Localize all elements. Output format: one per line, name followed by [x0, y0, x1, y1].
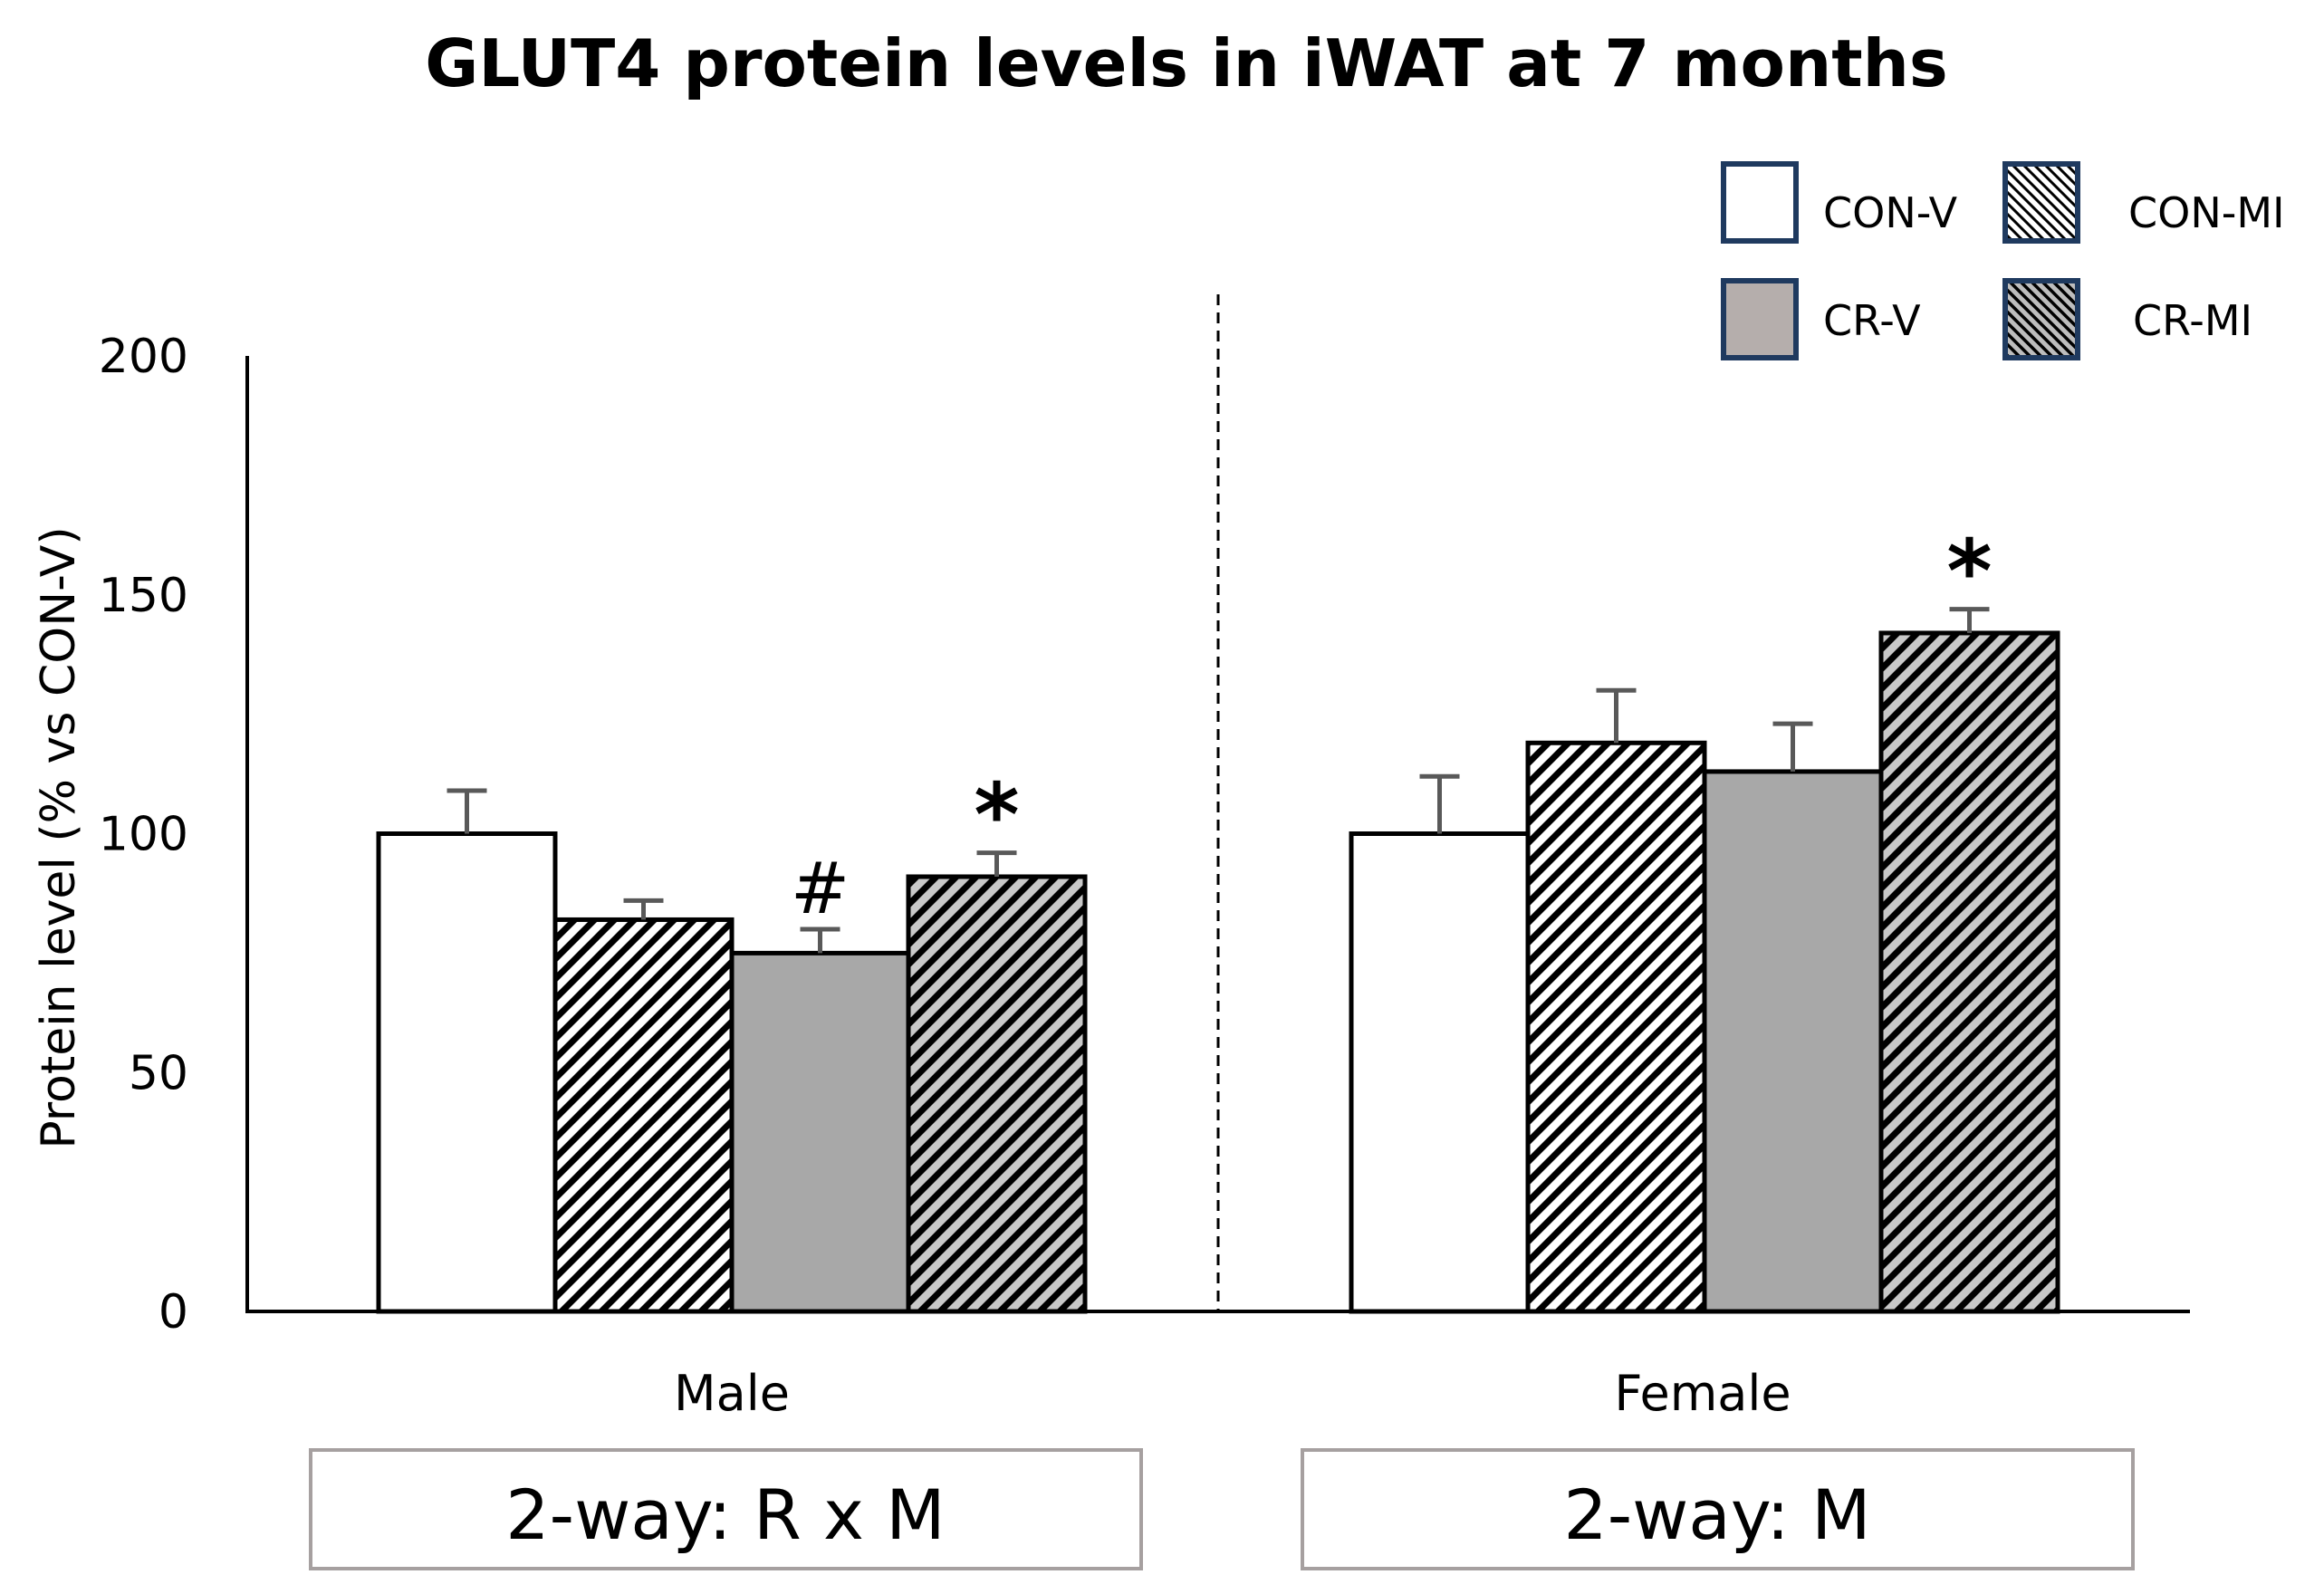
y-tick-label-200: 200: [99, 330, 188, 384]
bar-female-cr-v: [1702, 769, 1884, 1314]
legend-label-con-v: CON-V: [1823, 188, 1958, 237]
group-box-female: [1301, 1448, 2135, 1570]
legend-label-cr-mi: CR-MI: [2133, 296, 2252, 345]
legend-label-con-mi: CON-MI: [2128, 188, 2285, 237]
bar-female-con-v: [1349, 831, 1531, 1314]
annotation-star-female-cr-mi: *: [1946, 522, 1992, 623]
y-tick-label-50: 50: [129, 1046, 188, 1100]
annotations: # * *: [791, 522, 1993, 930]
legend-swatch-cr-mi: [2002, 278, 2080, 360]
group-box-male: [309, 1448, 1143, 1570]
y-tick-label-150: 150: [99, 569, 188, 623]
bar-male-con-mi: [552, 917, 735, 1314]
category-label-male: Male: [674, 1365, 790, 1422]
bar-male-cr-v: [729, 950, 911, 1314]
annotation-star-male-cr-mi: *: [974, 765, 1019, 867]
chart-title: GLUT4 protein levels in iWAT at 7 months: [425, 25, 1948, 101]
legend: CON-V CON-MI CR-V CR-MI: [1721, 161, 2285, 360]
bar-female-cr-mi: [1878, 630, 2060, 1314]
annotation-hash-male-cr-v: #: [791, 849, 850, 930]
bar-female-con-mi: [1525, 740, 1707, 1314]
y-tick-label-0: 0: [158, 1285, 188, 1340]
legend-label-cr-v: CR-V: [1823, 296, 1921, 345]
legend-swatch-cr-v: [1721, 278, 1799, 360]
legend-swatch-con-mi: [2002, 161, 2080, 244]
bar-male-con-v: [376, 831, 558, 1314]
bar-male-cr-mi: [906, 874, 1088, 1314]
bars: [376, 630, 2060, 1314]
y-tick-label-100: 100: [99, 808, 188, 862]
y-axis-label: Protein level (% vs CON-V): [32, 526, 86, 1148]
category-label-female: Female: [1614, 1365, 1791, 1422]
group-box-male-text: 2-way: R x M: [505, 1474, 945, 1555]
error-bars: [447, 607, 1990, 954]
legend-swatch-con-v: [1721, 161, 1799, 244]
y-ticks: 0 50 100 150 200: [99, 330, 188, 1340]
group-box-female-text: 2-way: M: [1563, 1474, 1870, 1555]
